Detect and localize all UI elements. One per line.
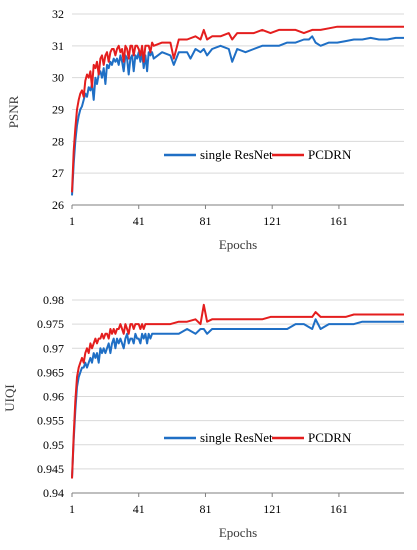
psnr-x-tick-label: 1 — [69, 214, 75, 228]
psnr-x-axis-label: Epochs — [219, 237, 257, 252]
uiqi-x-tick-label: 161 — [330, 502, 348, 516]
psnr-y-tick-label: 27 — [52, 166, 64, 180]
uiqi-series-line-resnet — [71, 318, 404, 479]
psnr-y-tick-label: 28 — [52, 134, 64, 148]
uiqi-series-line-pcdrn — [71, 303, 404, 479]
psnr-legend-label-pcdrn: PCDRN — [308, 147, 352, 162]
uiqi-x-tick-label: 1 — [69, 502, 75, 516]
uiqi-legend-label-pcdrn: PCDRN — [308, 430, 352, 445]
psnr-x-tick-label: 41 — [133, 214, 145, 228]
psnr-y-tick-label: 26 — [52, 198, 64, 212]
psnr-x-tick-label: 81 — [199, 214, 211, 228]
psnr-chart: 26 27 28 29 30 31 32 1 41 81 121 161 Epochs PSNR si… — [6, 7, 404, 252]
uiqi-y-tick-label: 0.955 — [37, 414, 64, 428]
uiqi-legend-label-resnet: single ResNet — [200, 430, 273, 445]
uiqi-y-tick-label: 0.965 — [37, 365, 64, 379]
psnr-legend-label-resnet: single ResNet — [200, 147, 273, 162]
uiqi-y-tick-label: 0.96 — [43, 390, 64, 404]
uiqi-y-tick-label: 0.98 — [43, 293, 64, 307]
uiqi-y-axis-label: UIQI — [2, 384, 17, 411]
psnr-series-line-resnet — [71, 35, 404, 196]
psnr-y-tick-label: 30 — [52, 71, 64, 85]
psnr-series — [71, 25, 404, 196]
uiqi-series — [71, 303, 404, 479]
psnr-tick-labels: 26 27 28 29 30 31 32 1 41 81 121 161 — [52, 7, 348, 228]
psnr-y-tick-label: 32 — [52, 7, 64, 21]
uiqi-y-tick-label: 0.975 — [37, 317, 64, 331]
psnr-x-tick-label: 161 — [330, 214, 348, 228]
uiqi-chart: 0.94 0.945 0.95 0.955 0.96 0.965 0.97 0.975 0.98… — [2, 293, 404, 540]
psnr-y-tick-label: 29 — [52, 103, 64, 117]
uiqi-axes — [71, 492, 404, 497]
uiqi-x-tick-label: 41 — [133, 502, 145, 516]
uiqi-y-tick-label: 0.97 — [43, 341, 64, 355]
uiqi-y-tick-label: 0.945 — [37, 462, 64, 476]
uiqi-legend: single ResNet PCDRN — [164, 430, 352, 445]
psnr-y-axis-label: PSNR — [6, 95, 21, 128]
uiqi-x-axis-label: Epochs — [219, 525, 257, 540]
psnr-axes — [71, 204, 404, 209]
uiqi-tick-labels: 0.94 0.945 0.95 0.955 0.96 0.965 0.97 0.975 0.98… — [37, 293, 348, 516]
psnr-x-tick-label: 121 — [263, 214, 281, 228]
uiqi-y-tick-label: 0.94 — [43, 486, 64, 500]
uiqi-x-tick-label: 81 — [199, 502, 211, 516]
psnr-grid — [72, 13, 404, 174]
uiqi-x-tick-label: 121 — [263, 502, 281, 516]
psnr-series-line-pcdrn — [71, 25, 404, 193]
psnr-legend: single ResNet PCDRN — [164, 147, 352, 162]
uiqi-y-tick-label: 0.95 — [43, 438, 64, 452]
uiqi-grid — [72, 299, 404, 470]
psnr-y-tick-label: 31 — [52, 39, 64, 53]
